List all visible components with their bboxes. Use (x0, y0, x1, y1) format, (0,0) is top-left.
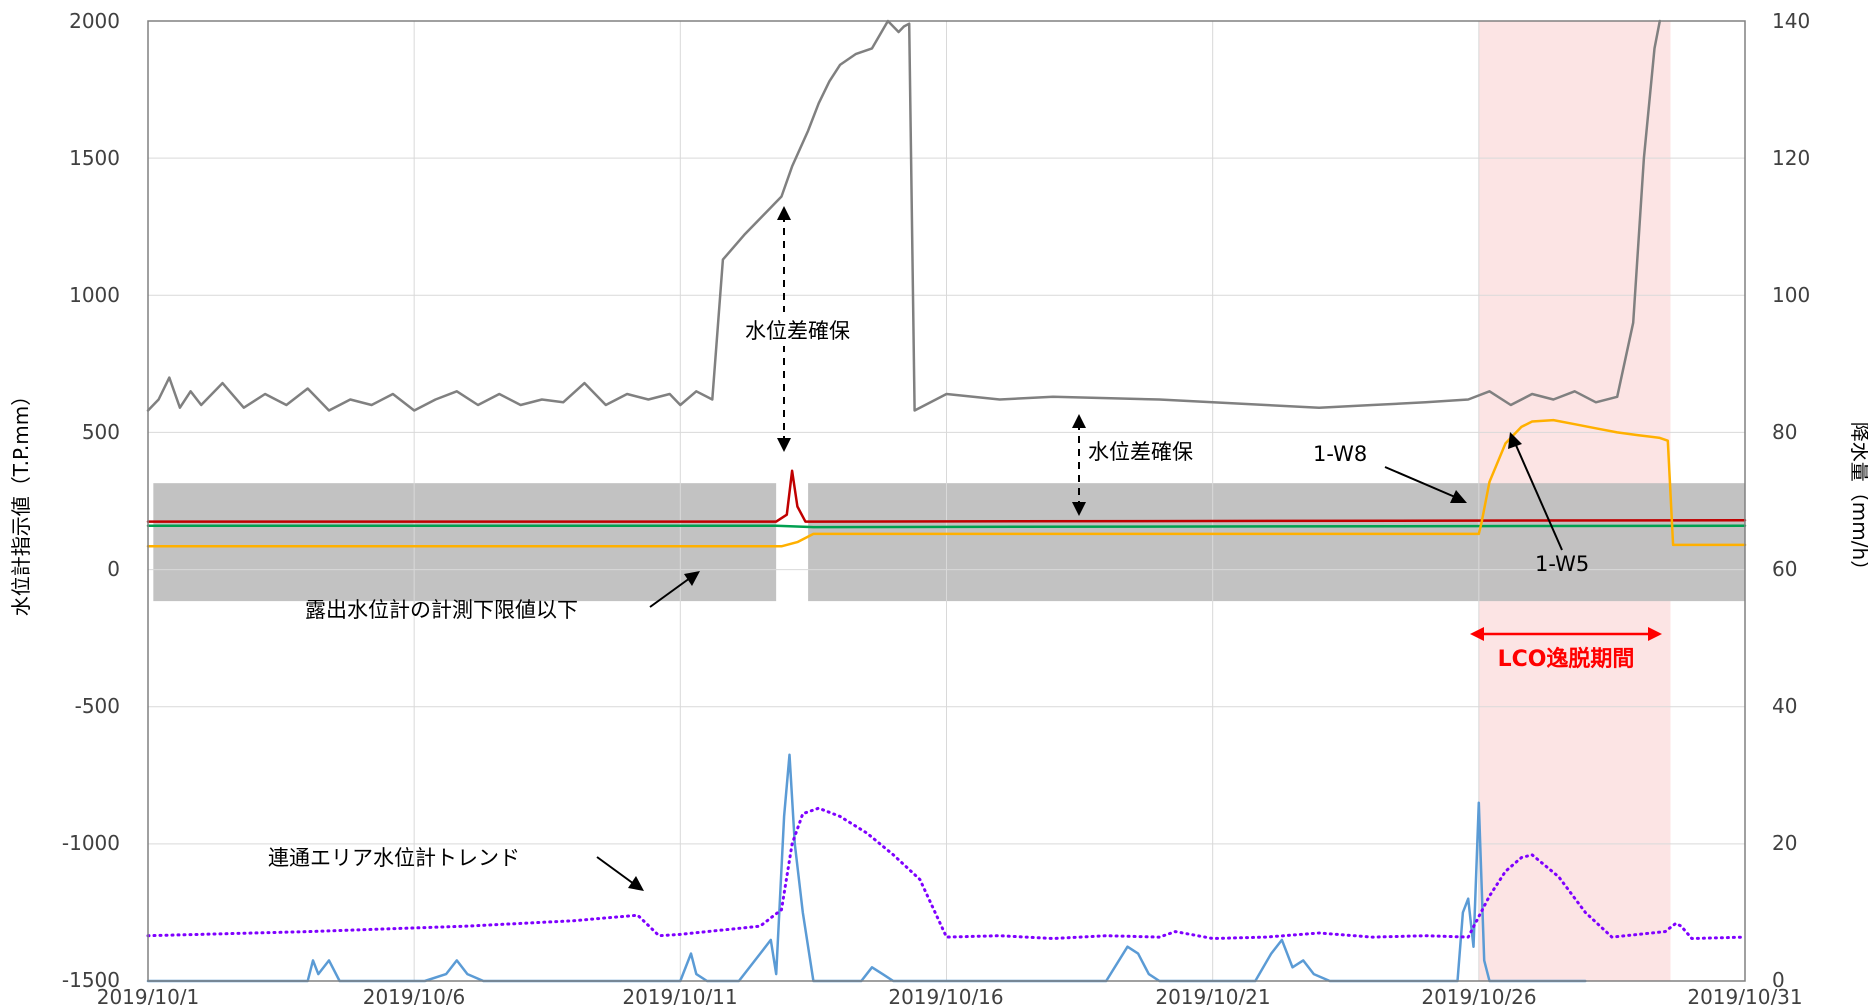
y-tick-label: -1000 (62, 831, 120, 855)
y-tick-label: 2000 (69, 9, 120, 33)
w5-pointer (1514, 442, 1563, 551)
arrowhead (1450, 490, 1467, 503)
series-line-1 (146, 469, 1747, 523)
arrowhead (628, 876, 644, 891)
below-limit-label: 露出水位計の計測下限値以下 (305, 598, 578, 622)
series-line-5 (146, 806, 1747, 940)
plot-frame (147, 20, 1746, 982)
y2-tick-label: 100 (1772, 283, 1810, 307)
arrowhead (1508, 432, 1522, 449)
water-diff-label-1: 水位差確保 (745, 319, 850, 343)
annotation-bg (740, 312, 844, 346)
y2-tick-label: 140 (1772, 9, 1810, 33)
y2-tick-label: 120 (1772, 146, 1810, 170)
lco-arrowhead-left (1470, 627, 1484, 641)
y-tick-label: 1000 (69, 283, 120, 307)
series-label-w5: 1-W5 (1535, 552, 1589, 576)
background-bands (153, 21, 1745, 981)
below-limit-pointer (649, 577, 691, 608)
series-label-w8: 1-W8 (1313, 442, 1367, 466)
left-axis-ticks: 2000 1500 1000 500 0 -500 -1000 -1500 (62, 9, 120, 992)
y-axis-label: 水位計指示値（T.P.mm） (9, 386, 33, 616)
x-tick-label: 2019/10/21 (1155, 985, 1270, 1005)
annotations: 水位差確保 水位差確保 1-W8 1-W5 露出水位計の計測下限値以下 連通エリ… (268, 206, 1662, 891)
trend-label: 連通エリア水位計トレンド (268, 846, 520, 870)
arrowhead-down (1072, 502, 1086, 516)
series-lines (146, 19, 1747, 983)
x-tick-label: 2019/10/16 (888, 985, 1003, 1005)
arrowhead (684, 571, 700, 586)
trend-pointer (596, 856, 635, 885)
y2-tick-label: 20 (1772, 831, 1797, 855)
series-line-2 (146, 524, 1747, 529)
x-tick-label: 2019/10/31 (1687, 985, 1802, 1005)
arrowhead-up (777, 206, 791, 220)
arrowhead-down (777, 438, 791, 452)
y-tick-label: 1500 (69, 146, 120, 170)
y-tick-label: 0 (107, 557, 120, 581)
arrowhead-up (1072, 414, 1086, 428)
y2-tick-label: 40 (1772, 694, 1797, 718)
water-diff-label-2: 水位差確保 (1088, 440, 1193, 464)
w8-pointer (1384, 466, 1456, 498)
x-tick-label: 2019/10/11 (622, 985, 737, 1005)
y2-axis-label: 降水量（mm/h） (1848, 422, 1868, 580)
below-limit-band (808, 483, 1745, 602)
y2-tick-label: 60 (1772, 557, 1797, 581)
x-axis-ticks: 2019/10/1 2019/10/6 2019/10/11 2019/10/1… (97, 985, 1803, 1005)
y2-tick-label: 0 (1772, 968, 1785, 992)
x-tick-label: 2019/10/26 (1421, 985, 1536, 1005)
lco-arrowhead-right (1648, 627, 1662, 641)
x-tick-label: 2019/10/6 (363, 985, 466, 1005)
y-tick-label: -500 (75, 694, 120, 718)
below-limit-band (153, 483, 777, 602)
y-tick-label: -1500 (62, 968, 120, 992)
y-tick-label: 500 (82, 420, 120, 444)
right-axis-ticks: 140 120 100 80 60 40 20 0 (1772, 9, 1810, 992)
series-line-0 (146, 19, 1662, 412)
y2-tick-label: 80 (1772, 420, 1797, 444)
series-line-3 (146, 418, 1747, 548)
lco-period-label: LCO逸脱期間 (1498, 646, 1635, 672)
x-tick-label: 2019/10/1 (97, 985, 200, 1005)
